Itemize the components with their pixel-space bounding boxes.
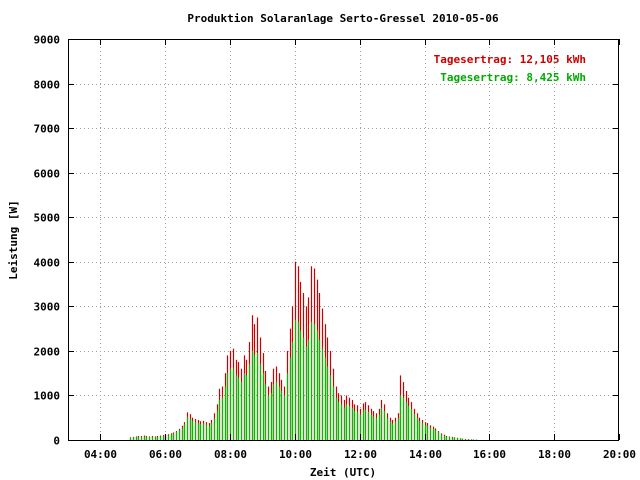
- x-tick-label: 20:00: [603, 448, 636, 461]
- y-tick-label: 3000: [34, 301, 61, 314]
- chart-title: Produktion Solaranlage Serto-Gressel 201…: [187, 12, 499, 25]
- y-tick-label: 9000: [34, 34, 61, 47]
- grid-lines: [68, 39, 619, 440]
- plot-frame: [68, 39, 619, 441]
- y-tick-label: 4000: [34, 257, 61, 270]
- x-tick-label: 16:00: [473, 448, 506, 461]
- y-tick-label: 6000: [34, 168, 61, 181]
- x-tick-label: 04:00: [84, 448, 117, 461]
- x-tick-label: 08:00: [214, 448, 247, 461]
- legend-entry-red: Tagesertrag: 12,105 kWh: [434, 53, 586, 66]
- y-tick-label: 2000: [34, 346, 61, 359]
- x-tick-label: 14:00: [409, 448, 442, 461]
- x-axis-label: Zeit (UTC): [310, 466, 376, 479]
- x-tick-label: 06:00: [149, 448, 182, 461]
- y-tick-label: 8000: [34, 79, 61, 92]
- x-tick-labels: 04:00 06:00 08:00 10:00 12:00 14:00 16:00 18:00…: [84, 448, 636, 461]
- axis-ticks: [68, 39, 620, 441]
- legend-entry-green: Tagesertrag: 8,425 kWh: [440, 71, 586, 84]
- y-tick-labels: 0 1000 2000 3000 4000 5000 6000 7000 8000 9000: [34, 34, 61, 448]
- x-tick-label: 10:00: [279, 448, 312, 461]
- x-tick-label: 18:00: [538, 448, 571, 461]
- series-bars-1: [129, 319, 478, 440]
- y-tick-label: 1000: [34, 390, 61, 403]
- x-tick-label: 12:00: [344, 448, 377, 461]
- y-axis-label: Leistung [W]: [7, 200, 20, 279]
- y-tick-label: 7000: [34, 123, 61, 136]
- bars: [129, 261, 478, 440]
- y-tick-label: 5000: [34, 212, 61, 225]
- y-tick-label: 0: [53, 435, 60, 448]
